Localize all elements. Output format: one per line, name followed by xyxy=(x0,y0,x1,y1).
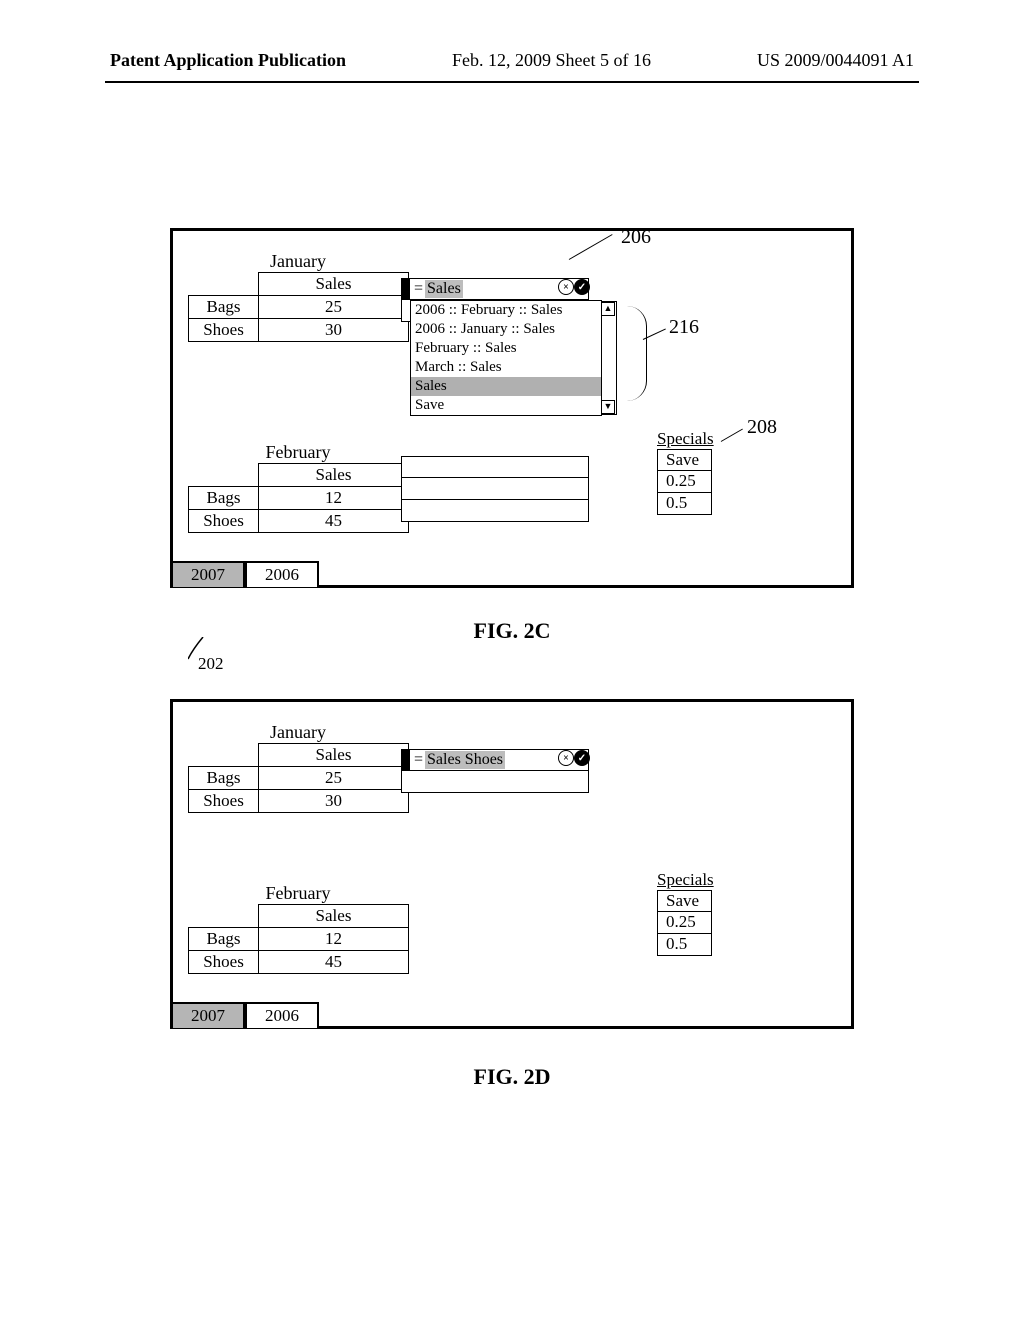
d-january-title: January xyxy=(188,722,408,743)
dropdown-item[interactable]: 2006 :: January :: Sales xyxy=(411,320,601,339)
header-center: Feb. 12, 2009 Sheet 5 of 16 xyxy=(452,50,651,71)
jan-col-header: Sales xyxy=(259,273,409,296)
formula-handle-icon xyxy=(402,750,410,770)
d-jan-col-header: Sales xyxy=(259,744,409,767)
dropdown-item-selected[interactable]: Sales xyxy=(411,377,601,396)
header-right: US 2009/0044091 A1 xyxy=(757,50,914,71)
table-row: Bags 12 xyxy=(189,487,409,510)
cancel-icon[interactable]: × xyxy=(558,750,574,766)
d-tab-2007[interactable]: 2007 xyxy=(171,1002,245,1028)
fig2d-caption: FIG. 2D xyxy=(170,1064,854,1090)
table-row: Shoes 45 xyxy=(189,510,409,533)
dropdown-item[interactable]: 2006 :: February :: Sales xyxy=(411,301,601,320)
dropdown-item[interactable]: Save xyxy=(411,396,601,415)
specials-group: Specials Save 0.25 0.5 xyxy=(657,429,714,515)
ref-206: 206 xyxy=(621,226,651,249)
jan-row-bags-label: Bags xyxy=(189,296,259,319)
tab-2006[interactable]: 2006 xyxy=(245,561,319,587)
cancel-icon[interactable]: × xyxy=(558,279,574,295)
d-february-table: Sales Bags 12 Shoes 45 xyxy=(188,904,409,974)
ref-216: 216 xyxy=(669,316,699,339)
february-title: February xyxy=(188,442,408,463)
leader-216 xyxy=(617,306,647,401)
specials-row[interactable]: 0.5 xyxy=(657,493,712,515)
d-specials-group: Specials Save 0.25 0.5 xyxy=(657,870,714,956)
d-tab-2006[interactable]: 2006 xyxy=(245,1002,319,1028)
feb-row-shoes-value[interactable]: 45 xyxy=(259,510,409,533)
formula-input[interactable]: = Sales × ✓ xyxy=(401,278,589,300)
dropdown-item[interactable]: March :: Sales xyxy=(411,358,601,377)
table-row: Bags 25 xyxy=(189,767,409,790)
header-left: Patent Application Publication xyxy=(110,50,346,71)
table-row: Shoes 45 xyxy=(189,951,409,974)
sheet-tabs: 2007 2006 xyxy=(171,561,319,587)
january-title: January xyxy=(188,251,408,272)
dropdown-item[interactable]: February :: Sales xyxy=(411,339,601,358)
formula-handle-icon xyxy=(402,279,410,299)
january-table: Sales Bags 25 Shoes 30 xyxy=(188,272,409,342)
specials-title: Specials xyxy=(657,429,714,449)
tab-2007[interactable]: 2007 xyxy=(171,561,245,587)
jan-row-bags-value[interactable]: 25 xyxy=(259,296,409,319)
february-table: Sales Bags 12 Shoes 45 xyxy=(188,463,409,533)
page-header: Patent Application Publication Feb. 12, … xyxy=(0,0,1024,81)
ref-202: 202 xyxy=(198,654,224,674)
figure-2c-wrap: January Sales Bags 25 Shoes 30 = Sal xyxy=(170,228,854,644)
feb-row-bags-label: Bags xyxy=(189,487,259,510)
specials-row[interactable]: Save xyxy=(657,449,712,471)
jan-row-shoes-value[interactable]: 30 xyxy=(259,319,409,342)
specials-row[interactable]: Save xyxy=(657,890,712,912)
specials-row[interactable]: 0.25 xyxy=(657,471,712,493)
specials-row[interactable]: 0.25 xyxy=(657,912,712,934)
d-february-group: February Sales Bags 12 Shoes 45 xyxy=(188,883,836,974)
feb-row-bags-value[interactable]: 12 xyxy=(259,487,409,510)
ref-208: 208 xyxy=(747,416,777,439)
d-specials-title: Specials xyxy=(657,870,714,890)
scroll-up-icon[interactable]: ▲ xyxy=(601,302,615,316)
confirm-icon[interactable]: ✓ xyxy=(574,279,590,295)
figure-2d: January Sales Bags 25 Shoes 30 = Sa xyxy=(170,699,854,1029)
leader-208 xyxy=(721,429,743,442)
dropdown-scrollbar[interactable]: ▲ ▼ xyxy=(601,301,617,415)
d-formula-value: Sales Shoes xyxy=(425,751,505,769)
d-formula-prefix: = xyxy=(412,751,425,769)
confirm-icon[interactable]: ✓ xyxy=(574,750,590,766)
table-row: Bags 12 xyxy=(189,928,409,951)
feb-row-shoes-label: Shoes xyxy=(189,510,259,533)
feb-side-cell[interactable] xyxy=(401,500,589,522)
d-formula-below[interactable] xyxy=(401,771,589,793)
formula-prefix: = xyxy=(412,280,425,298)
feb-side-cell[interactable] xyxy=(401,456,589,478)
specials-row[interactable]: 0.5 xyxy=(657,934,712,956)
table-row: Shoes 30 xyxy=(189,790,409,813)
figure-2d-wrap: January Sales Bags 25 Shoes 30 = Sa xyxy=(170,699,854,1090)
d-february-title: February xyxy=(188,883,408,904)
d-january-table: Sales Bags 25 Shoes 30 xyxy=(188,743,409,813)
header-rule xyxy=(105,81,919,83)
autocomplete-dropdown[interactable]: 2006 :: February :: Sales 2006 :: Januar… xyxy=(410,300,602,416)
scroll-down-icon[interactable]: ▼ xyxy=(601,400,615,414)
d-feb-col-header: Sales xyxy=(259,905,409,928)
figure-2c: January Sales Bags 25 Shoes 30 = Sal xyxy=(170,228,854,588)
feb-side-cell[interactable] xyxy=(401,478,589,500)
jan-row-shoes-label: Shoes xyxy=(189,319,259,342)
table-row: Bags 25 xyxy=(189,296,409,319)
table-row: Shoes 30 xyxy=(189,319,409,342)
feb-col-header: Sales xyxy=(259,464,409,487)
d-formula-input[interactable]: = Sales Shoes × ✓ xyxy=(401,749,589,771)
fig2c-caption: FIG. 2C xyxy=(170,618,854,644)
d-sheet-tabs: 2007 2006 xyxy=(171,1002,319,1028)
formula-value: Sales xyxy=(425,280,463,298)
